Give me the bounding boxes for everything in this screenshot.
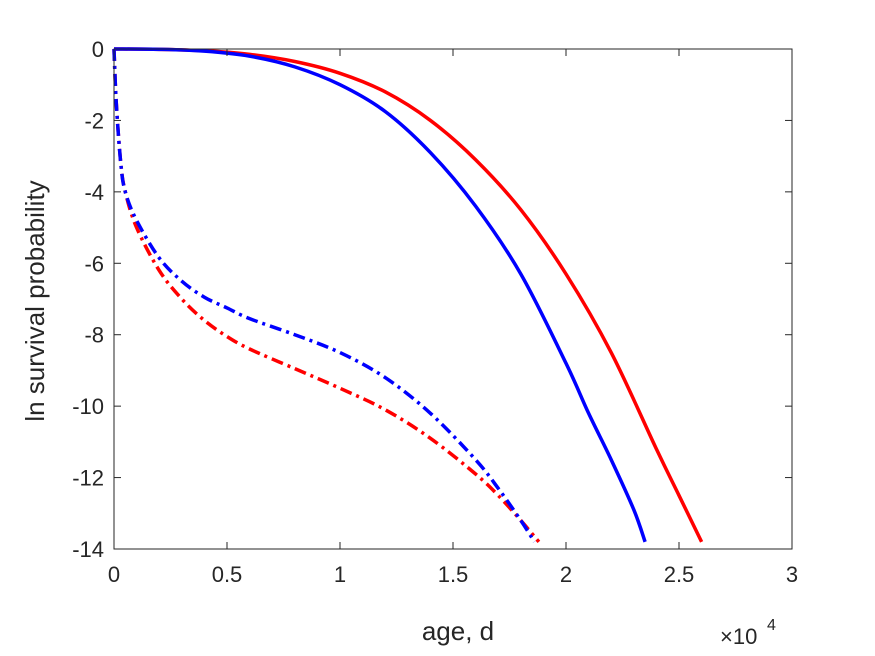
series-layer [112,47,704,543]
y-tick-label: -2 [84,108,104,133]
y-tick-label: -8 [84,323,104,348]
y-tick-label: -14 [72,537,104,562]
x-tick-label: 2.5 [664,562,695,587]
plot-background [114,49,792,549]
x-tick-label: 0 [108,562,120,587]
y-tick-label: -12 [72,466,104,491]
x-scale-factor: ×10 4 [720,617,776,649]
x-scale-factor-exponent: 4 [767,617,776,634]
x-tick-label: 2 [560,562,572,587]
y-tick-label: 0 [92,37,104,62]
plot-frame [113,48,793,550]
series-line-4 [112,48,536,543]
x-tick-label: 3 [786,562,798,587]
x-tick-label: 1 [334,562,346,587]
y-axis-label: ln survival probability [20,180,50,421]
x-axis-label: age, d [422,616,494,646]
x-tick-label: 1.5 [438,562,469,587]
series-line-3 [112,48,541,543]
tick-layer: 0 0.5 1 1.5 2 2.5 3 0 -2 -4 -6 -8 -10 -12 -14 [72,37,798,587]
x-tick-label: 0.5 [212,562,243,587]
y-tick-label: -6 [84,251,104,276]
y-tick-label: -10 [72,394,104,419]
x-scale-factor-base: ×10 [720,624,757,649]
series-line-2 [113,47,647,543]
y-tick-label: -4 [84,180,104,205]
